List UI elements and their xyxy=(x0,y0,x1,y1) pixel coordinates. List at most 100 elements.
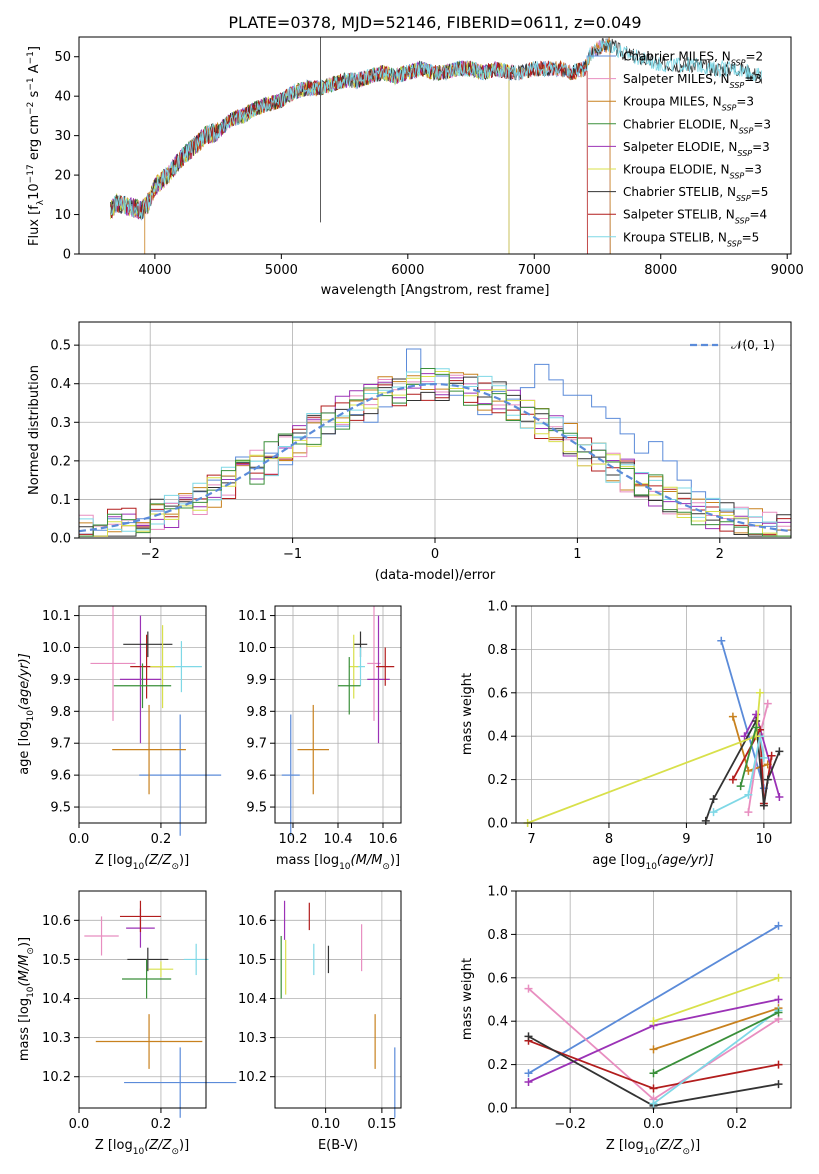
y-tick-label: 1.0 xyxy=(487,600,508,615)
x-tick-label: 10.4 xyxy=(324,832,353,847)
y-tick-label: 0.0 xyxy=(487,1102,508,1117)
x-tick-label: 10.6 xyxy=(369,832,398,847)
weight-marker xyxy=(717,636,726,645)
weight-marker xyxy=(524,1069,533,1078)
weight-marker xyxy=(649,1045,658,1054)
weight-marker xyxy=(774,1080,783,1089)
legend-label: Kroupa STELIB, NSSP=5 xyxy=(623,230,759,248)
metallicity-mass-panel: 0.0 0.2 10.2 10.3 10.4 10.5 10.6 Z [log10(Z/Z⊙… xyxy=(17,890,237,1157)
weight-line xyxy=(527,692,761,824)
weight-marker xyxy=(774,1008,783,1017)
x-tick-label: 4000 xyxy=(138,263,171,278)
age-massweight-xlabel: age [log10(age/yr)] xyxy=(592,853,714,872)
y-tick-label: 10.0 xyxy=(42,641,71,656)
weight-marker xyxy=(736,782,745,791)
y-tick-label: 9.6 xyxy=(50,769,71,784)
weight-marker xyxy=(744,808,753,817)
histogram-step xyxy=(78,368,791,538)
weight-line xyxy=(704,717,781,822)
mass-age-panel: 10.2 10.4 10.6 9.5 9.6 9.7 9.8 9.9 10.0 10.1 mass… xyxy=(238,605,402,872)
y-tick-label: 50 xyxy=(54,50,71,65)
y-tick-label: 10.1 xyxy=(238,609,267,624)
y-tick-label: 0.6 xyxy=(487,971,508,986)
y-tick-label: 10.2 xyxy=(238,1070,267,1085)
spectrum-legend: Chabrier MILES, NSSP=2 Salpeter MILES, NS… xyxy=(588,50,771,248)
y-tick-label: 9.7 xyxy=(246,737,267,752)
x-tick-label: −1 xyxy=(283,547,302,562)
legend-label: Chabrier MILES, NSSP=2 xyxy=(623,50,763,68)
spectrum-ylabel: Flux [fλ10−17 erg cm−2 s−1 A−1] xyxy=(26,46,46,246)
legend-label: Chabrier STELIB, NSSP=5 xyxy=(623,185,768,203)
spectrum-axes-frame xyxy=(78,36,792,255)
weight-marker xyxy=(524,1077,533,1086)
age-massweight-panel: 7 8 9 10 0.0 0.2 0.4 0.6 0.8 1.0 age [log10(age/y… xyxy=(460,600,792,872)
weight-marker xyxy=(709,808,718,817)
y-tick-label: 0.1 xyxy=(50,493,71,508)
metallicity-age-panel: 0.0 0.2 9.5 9.6 9.7 9.8 9.9 10.0 10.1 Z [log10(Z… xyxy=(17,605,222,872)
x-tick-label: 7 xyxy=(527,832,535,847)
y-tick-label: 40 xyxy=(54,90,71,105)
residual-histogram-panel: −2 −1 0 1 2 0.0 0.1 0.2 0.3 0.4 0.5 (data-model)/e… xyxy=(27,321,792,583)
x-tick-label: 0.2 xyxy=(151,832,172,847)
legend-label: Kroupa MILES, NSSP=3 xyxy=(623,95,754,113)
y-tick-label: 0.0 xyxy=(50,532,71,547)
y-tick-label: 0.4 xyxy=(487,1015,508,1030)
metallicity-mass-ylabel: mass [log10(M/M⊙)] xyxy=(17,937,36,1061)
weight-line xyxy=(739,727,757,787)
mass-age-xlabel: mass [log10(M/M⊙)] xyxy=(276,853,400,872)
y-tick-label: 9.9 xyxy=(50,673,71,688)
weight-marker xyxy=(649,1069,658,1078)
weight-marker xyxy=(774,921,783,930)
y-tick-label: 0.5 xyxy=(50,339,71,354)
weight-marker xyxy=(774,995,783,1004)
x-tick-label: 0.0 xyxy=(69,1117,90,1132)
spectrum-line xyxy=(110,60,588,255)
weight-line xyxy=(653,1007,779,1051)
age-massweight-frame xyxy=(515,605,792,824)
metallicity-mass-frame xyxy=(78,890,207,1109)
legend-label: Salpeter STELIB, NSSP=4 xyxy=(623,208,767,226)
x-tick-label: 10 xyxy=(756,832,773,847)
weight-marker xyxy=(759,753,768,762)
x-tick-label: 6000 xyxy=(391,263,424,278)
x-tick-label: 0.2 xyxy=(726,1117,747,1132)
x-tick-label: 9000 xyxy=(771,263,804,278)
metallicity-age-frame xyxy=(78,605,207,824)
weight-marker xyxy=(752,723,761,732)
y-tick-label: 10.3 xyxy=(238,1031,267,1046)
y-tick-label: 0.2 xyxy=(487,773,508,788)
x-tick-label: 8 xyxy=(605,832,613,847)
spectrum-panel: PLATE=0378, MJD=52146, FIBERID=0611, z=0… xyxy=(26,13,804,298)
weight-line xyxy=(653,976,779,1023)
extinction-mass-frame xyxy=(274,890,402,1109)
metallicity-age-xlabel: Z [log10(Z/Z⊙)] xyxy=(95,853,189,872)
y-tick-label: 0.2 xyxy=(487,1058,508,1073)
legend-label: Kroupa ELODIE, NSSP=3 xyxy=(623,163,762,181)
weight-marker xyxy=(744,790,753,799)
y-tick-label: 0.0 xyxy=(487,817,508,832)
x-tick-label: 7000 xyxy=(518,263,551,278)
y-tick-label: 0.8 xyxy=(487,643,508,658)
weight-marker xyxy=(701,816,710,825)
x-tick-label: 8000 xyxy=(644,263,677,278)
weight-marker xyxy=(524,984,533,993)
x-tick-label: 1 xyxy=(573,547,581,562)
x-tick-label: 0 xyxy=(431,547,439,562)
y-tick-label: 10.2 xyxy=(42,1070,71,1085)
extinction-mass-xlabel: E(B-V) xyxy=(318,1138,358,1153)
normal-curve xyxy=(78,382,792,533)
y-tick-label: 20 xyxy=(54,169,71,184)
x-tick-label: 10.2 xyxy=(279,832,308,847)
weight-line xyxy=(720,640,765,789)
y-tick-label: 10 xyxy=(54,208,71,223)
metallicity-massweight-xlabel: Z [log10(Z/Z⊙)] xyxy=(606,1138,700,1157)
x-tick-label: 2 xyxy=(716,547,724,562)
y-tick-label: 1.0 xyxy=(487,885,508,900)
y-tick-label: 10.1 xyxy=(42,609,71,624)
metallicity-massweight-ylabel: mass weight xyxy=(460,958,475,1040)
weight-line xyxy=(528,924,779,1075)
x-tick-label: −2 xyxy=(141,547,160,562)
x-tick-label: 0.0 xyxy=(69,832,90,847)
weight-marker xyxy=(774,1060,783,1069)
spectrum-title: PLATE=0378, MJD=52146, FIBERID=0611, z=0… xyxy=(228,13,641,32)
